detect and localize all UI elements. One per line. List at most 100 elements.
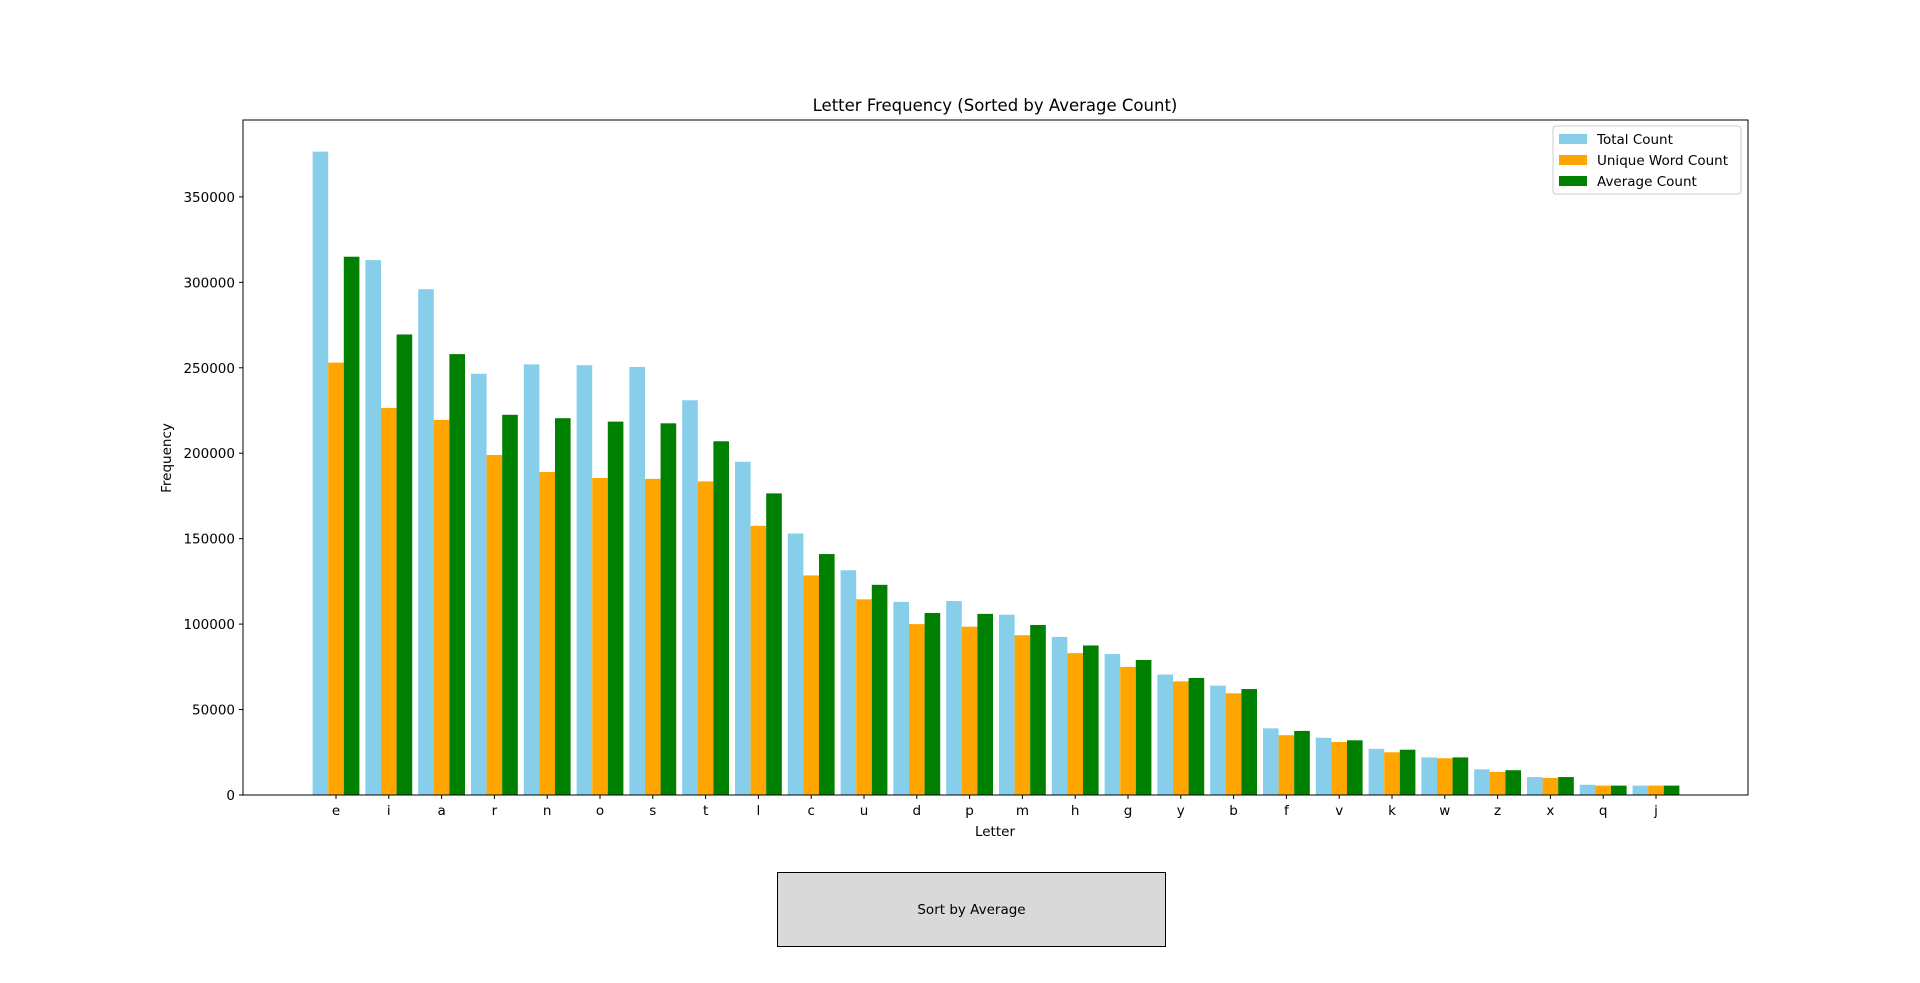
bar-unique-word-count-n xyxy=(539,472,555,795)
x-tick-label-b: b xyxy=(1229,803,1238,819)
bar-unique-word-count-m xyxy=(1014,635,1031,795)
plot-frame xyxy=(242,119,1749,796)
bar-unique-word-count-j xyxy=(1648,785,1664,795)
x-tick-label-e: e xyxy=(332,803,340,819)
bar-unique-word-count-i xyxy=(381,407,397,795)
bar-unique-word-count-q xyxy=(1595,785,1611,795)
bar-unique-word-count-w xyxy=(1437,758,1453,795)
bar-average-count-c xyxy=(819,554,835,795)
bar-average-count-x xyxy=(1558,777,1574,795)
bar-unique-word-count-a xyxy=(433,419,450,795)
bar-unique-word-count-b xyxy=(1225,693,1242,795)
bar-average-count-k xyxy=(1399,749,1416,795)
bar-average-count-w xyxy=(1452,757,1469,795)
legend-box xyxy=(1552,125,1742,195)
bar-unique-word-count-h xyxy=(1067,653,1083,795)
bar-average-count-r xyxy=(502,414,518,795)
bar-average-count-d xyxy=(924,613,941,795)
bar-average-count-q xyxy=(1611,785,1627,795)
bar-average-count-o xyxy=(607,421,624,795)
y-tick-label: 250000 xyxy=(183,361,235,377)
bar-total-count-p xyxy=(946,601,962,795)
letter-frequency-chart: Letter Frequency (Sorted by Average Coun… xyxy=(159,96,1749,840)
bar-total-count-a xyxy=(418,289,434,795)
bar-total-count-v xyxy=(1315,737,1332,795)
bar-average-count-h xyxy=(1083,645,1099,795)
x-tick-label-t: t xyxy=(703,803,708,819)
bar-total-count-b xyxy=(1210,685,1226,795)
bar-unique-word-count-l xyxy=(750,525,767,795)
x-tick-label-r: r xyxy=(492,803,498,819)
bar-total-count-u xyxy=(840,570,857,795)
y-axis-label: Frequency xyxy=(159,423,175,493)
sort-by-average-button[interactable]: Sort by Average xyxy=(777,872,1166,947)
bar-unique-word-count-v xyxy=(1331,742,1347,795)
bar-average-count-l xyxy=(766,493,782,795)
x-tick-label-g: g xyxy=(1124,803,1133,819)
bar-unique-word-count-e xyxy=(328,362,344,795)
bar-unique-word-count-f xyxy=(1278,735,1295,795)
y-tick-label: 300000 xyxy=(183,275,235,291)
bar-unique-word-count-o xyxy=(592,478,608,795)
x-tick-label-x: x xyxy=(1546,803,1554,819)
bar-average-count-z xyxy=(1505,770,1521,795)
x-tick-label-i: i xyxy=(387,803,391,819)
bar-unique-word-count-c xyxy=(803,575,819,795)
bar-total-count-n xyxy=(523,364,540,795)
y-tick-label: 150000 xyxy=(183,532,235,548)
bar-average-count-v xyxy=(1347,740,1363,795)
legend-swatch xyxy=(1559,155,1587,165)
bar-average-count-m xyxy=(1030,624,1046,795)
bar-total-count-j xyxy=(1632,785,1649,795)
x-tick-label-v: v xyxy=(1335,803,1343,819)
bar-average-count-i xyxy=(396,334,413,795)
legend-entry-label: Unique Word Count xyxy=(1597,153,1728,169)
legend-entry-label: Total Count xyxy=(1596,132,1673,148)
x-tick-label-n: n xyxy=(543,803,552,819)
x-tick-label-h: h xyxy=(1071,803,1080,819)
y-axis: 0 50000 100000 150000 200000 250000 300000 3500… xyxy=(183,190,243,804)
bar-total-count-o xyxy=(576,365,593,795)
bar-unique-word-count-d xyxy=(909,624,925,795)
bar-unique-word-count-t xyxy=(697,481,714,795)
bar-total-count-i xyxy=(365,260,381,795)
x-tick-label-m: m xyxy=(1016,803,1029,819)
bar-unique-word-count-u xyxy=(856,599,872,795)
x-tick-label-w: w xyxy=(1439,803,1450,819)
legend-entry-label: Average Count xyxy=(1597,174,1697,190)
bar-average-count-u xyxy=(871,584,888,795)
bar-total-count-y xyxy=(1157,674,1173,795)
x-tick-label-c: c xyxy=(807,803,814,819)
bar-unique-word-count-y xyxy=(1173,681,1189,795)
x-tick-label-f: f xyxy=(1284,803,1290,819)
bar-total-count-m xyxy=(999,614,1015,795)
bar-total-count-g xyxy=(1104,654,1121,795)
x-tick-label-z: z xyxy=(1494,803,1501,819)
legend-swatch xyxy=(1559,134,1587,144)
x-tick-label-k: k xyxy=(1388,803,1396,819)
legend: Total Count Unique Word Count Average Coun… xyxy=(1552,125,1742,195)
x-tick-label-y: y xyxy=(1177,803,1185,819)
chart-title: Letter Frequency (Sorted by Average Coun… xyxy=(813,96,1178,115)
y-tick-label: 350000 xyxy=(183,190,235,206)
bar-total-count-q xyxy=(1579,784,1596,795)
bar-unique-word-count-s xyxy=(645,478,661,795)
y-tick-label: 200000 xyxy=(183,446,235,462)
y-tick-label: 0 xyxy=(226,788,235,804)
bar-total-count-t xyxy=(682,400,698,795)
y-tick-label: 50000 xyxy=(192,703,235,719)
bar-average-count-s xyxy=(660,423,677,795)
bar-average-count-e xyxy=(343,256,360,796)
bar-unique-word-count-k xyxy=(1384,752,1400,795)
bar-total-count-e xyxy=(312,151,329,796)
bar-total-count-d xyxy=(893,601,909,795)
bar-average-count-t xyxy=(713,441,729,795)
bar-total-count-w xyxy=(1421,757,1437,795)
bar-average-count-j xyxy=(1663,785,1680,795)
bar-total-count-x xyxy=(1527,777,1543,795)
x-tick-label-q: q xyxy=(1599,803,1608,819)
bar-average-count-b xyxy=(1241,689,1257,795)
y-tick-label: 100000 xyxy=(183,617,235,633)
bar-layer xyxy=(312,151,1680,796)
